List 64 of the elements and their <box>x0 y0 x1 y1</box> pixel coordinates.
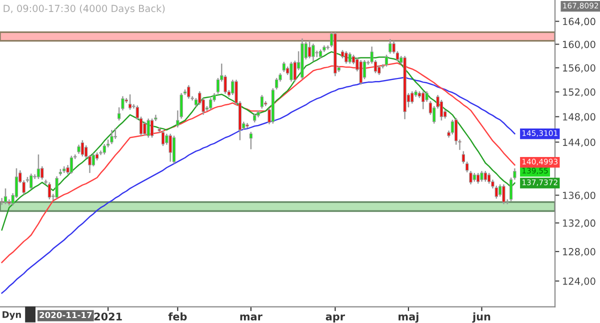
x-tick-label: feb <box>168 312 187 320</box>
text: 2020-11-17 <box>40 312 92 318</box>
candlestick <box>487 172 491 184</box>
candlestick <box>146 118 150 138</box>
candlestick <box>48 182 52 200</box>
candlestick <box>440 99 443 122</box>
candlestick <box>484 170 487 182</box>
y-tick-label: 132,00 <box>563 219 596 228</box>
candlestick <box>425 90 428 102</box>
candlestick <box>410 90 414 104</box>
candlestick <box>260 94 264 110</box>
x-tick-label: apr <box>326 314 345 322</box>
candlestick <box>80 140 84 158</box>
y-tick-label: 144,00 <box>563 138 596 147</box>
y-tick-label: 124,00 <box>563 278 596 286</box>
y-tick-label: 128,00 <box>563 248 596 256</box>
candlestick <box>70 155 73 174</box>
candlestick <box>161 130 165 147</box>
candlestick <box>275 77 278 90</box>
y-tick-label: 164,00 <box>563 18 596 26</box>
candlestick <box>77 144 80 154</box>
y-tick-label: 160,00 <box>563 40 596 50</box>
candlestick <box>384 54 388 68</box>
candlestick <box>476 172 480 184</box>
x-tick-label: maj <box>398 312 418 323</box>
x-tick-label: jun <box>472 312 490 323</box>
candlestick <box>143 121 146 136</box>
y-tick-label: 136,00 <box>563 192 596 200</box>
candlestick <box>290 61 293 82</box>
x-tick-label: mar <box>240 314 262 320</box>
candlestick <box>422 90 425 110</box>
candlestick <box>4 188 8 205</box>
candlestick <box>150 118 154 138</box>
candlestick <box>348 52 352 64</box>
candlestick <box>209 97 212 110</box>
y-tick-label: 152,00 <box>563 88 596 97</box>
candlestick <box>312 43 315 62</box>
candlestick <box>114 127 117 140</box>
candlestick <box>0 197 4 206</box>
line-series <box>1 51 516 231</box>
candlestick <box>249 131 253 150</box>
text: Dyn <box>2 311 21 320</box>
candlestick <box>362 59 366 80</box>
candlestick <box>282 61 286 73</box>
candlestick <box>168 133 172 162</box>
candlestick <box>359 59 362 86</box>
candlestick <box>36 154 40 180</box>
candlestick <box>102 143 106 156</box>
candlestick <box>480 170 484 182</box>
x-tick-label: 2021 <box>94 312 122 320</box>
chart-title: D, 09:00-17:30 (4000 Days Back) <box>4 4 165 14</box>
y-tick-label: 148,00 <box>563 113 596 122</box>
candlestick <box>469 170 472 185</box>
candlestick <box>187 84 190 100</box>
y-tick-label: 156,00 <box>563 64 596 73</box>
candlestick <box>502 184 506 205</box>
candlestick <box>128 94 132 110</box>
line-series <box>1 62 516 264</box>
candlestick <box>110 129 114 145</box>
candlestick <box>308 40 312 59</box>
candlestick <box>30 172 33 190</box>
candlestick <box>388 38 392 54</box>
candlestick <box>55 176 58 200</box>
candlestick <box>344 50 348 64</box>
